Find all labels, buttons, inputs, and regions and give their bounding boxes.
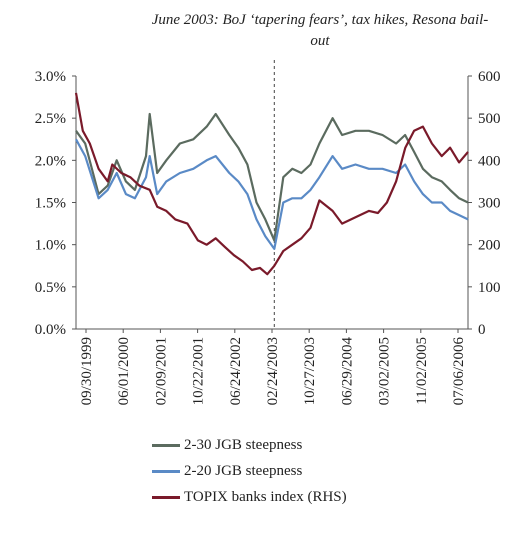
x-tick-label: 06/29/2004 [339, 337, 355, 406]
right-tick-label: 300 [478, 196, 501, 212]
axes [72, 60, 472, 333]
series-line-0 [75, 112, 469, 242]
legend-item-2-30: 2-30 JGB steepness [152, 432, 347, 458]
right-tick-label: 100 [478, 280, 501, 296]
x-tick-label: 10/22/2001 [191, 337, 207, 405]
x-tick-label: 07/06/2006 [451, 337, 467, 406]
legend-item-2-20: 2-20 JGB steepness [152, 458, 347, 484]
left-tick-label: 2.0% [35, 153, 66, 169]
right-tick-label: 500 [478, 111, 501, 127]
right-tick-label: 600 [478, 69, 501, 85]
x-tick-label: 09/30/1999 [79, 337, 95, 405]
x-tick-label: 03/02/2005 [377, 337, 393, 405]
right-tick-label: 400 [478, 153, 501, 169]
left-tick-label: 3.0% [35, 69, 66, 85]
legend-item-topix: TOPIX banks index (RHS) [152, 484, 347, 510]
right-tick-label: 200 [478, 238, 501, 254]
left-tick-label: 1.0% [35, 238, 66, 254]
x-tick-label: 11/02/2005 [414, 337, 430, 405]
series-lines [74, 92, 469, 276]
right-tick-label: 0 [478, 322, 486, 338]
legend-label-topix: TOPIX banks index (RHS) [184, 488, 347, 505]
x-tick-label: 06/24/2002 [228, 337, 244, 405]
left-tick-label: 0.5% [35, 280, 66, 296]
event-annotation: June 2003: BoJ ‘tapering fears’, tax hik… [151, 12, 489, 49]
legend-label-2-30: 2-30 JGB steepness [184, 436, 303, 453]
series-line-2 [74, 92, 469, 276]
x-tick-label: 06/01/2000 [116, 337, 132, 405]
legend: 2-30 JGB steepness 2-20 JGB steepness TO… [152, 432, 347, 510]
tick-labels: 0.0% 0.5% 1.0% 1.5% 2.0% 2.5% 3.0% 0 100 200 300 40… [35, 69, 501, 405]
legend-swatch-2-20 [152, 469, 180, 473]
legend-label-2-20: 2-20 JGB steepness [184, 462, 303, 479]
left-tick-label: 1.5% [35, 196, 66, 212]
left-tick-label: 0.0% [35, 322, 66, 338]
x-tick-label: 02/09/2001 [153, 337, 169, 405]
x-tick-label: 02/24/2003 [265, 337, 281, 405]
x-tick-label: 10/27/2003 [302, 337, 318, 405]
legend-swatch-topix [152, 495, 180, 499]
left-tick-label: 2.5% [35, 111, 66, 127]
series-line-1 [75, 138, 469, 250]
legend-swatch-2-30 [152, 443, 180, 447]
